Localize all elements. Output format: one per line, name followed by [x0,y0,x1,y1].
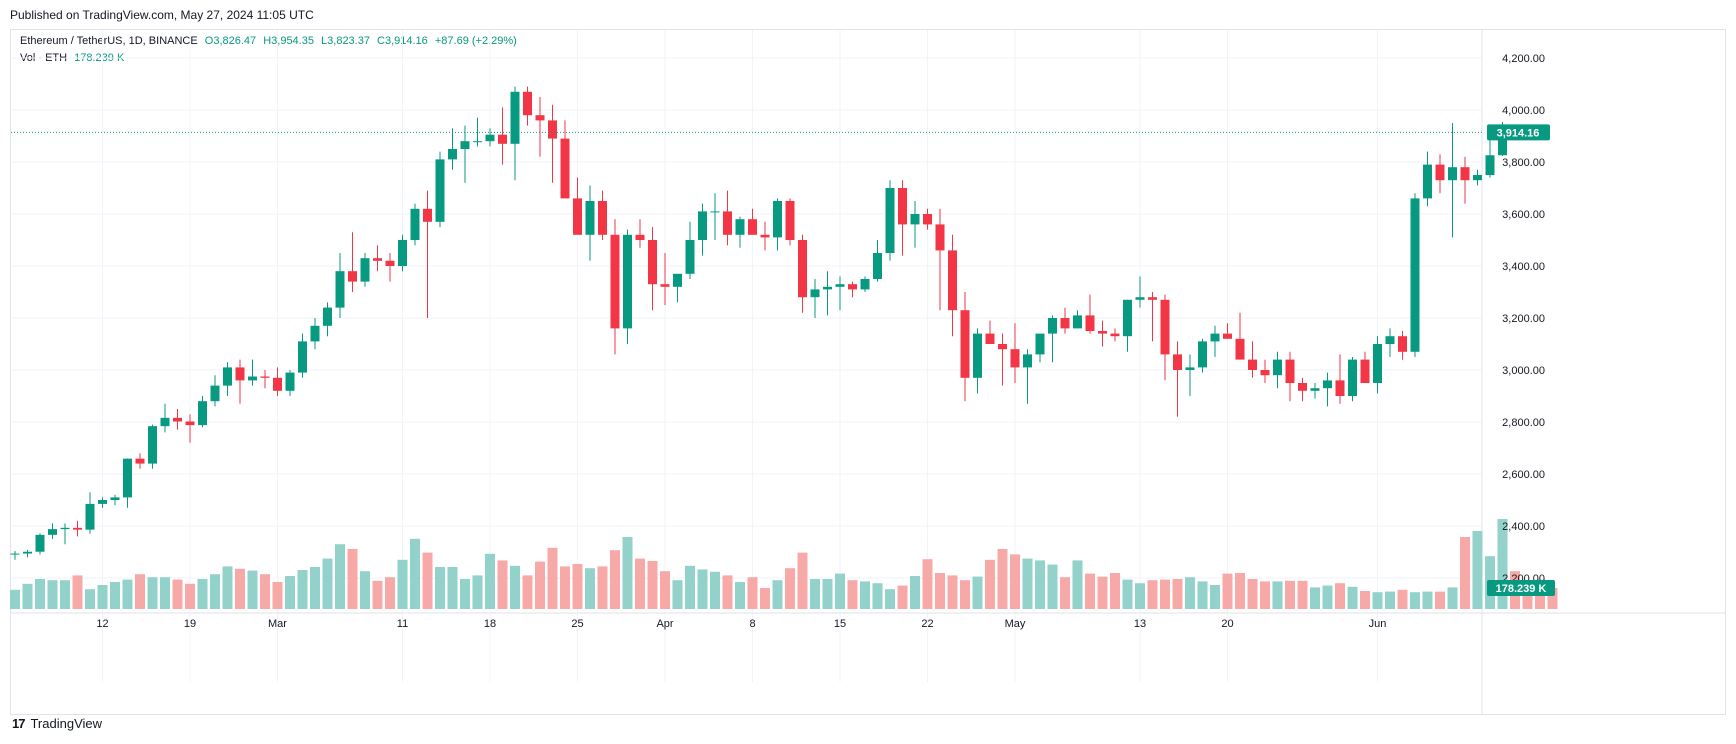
brand-name: TradingView [30,716,103,731]
legend-open: O3,826.47 [204,35,257,47]
tradingview-brand[interactable]: 17 TradingView [12,716,102,731]
legend-close: C3,914.16 [377,35,428,47]
legend-low: L3,823.37 [321,35,370,47]
legend-ohlc: Ethereum / TetherUS, 1D, BINANCE O3,826.… [20,35,521,47]
legend-volume: Vol · ETH 178.239 K [20,52,128,64]
legend-vol-value: 178.239 K [74,52,125,64]
legend-symbol[interactable]: Ethereum / TetherUS, 1D, BINANCE [20,35,198,47]
published-note: Published on TradingView.com, May 27, 20… [10,8,314,22]
tradingview-logo-icon: 17 [12,716,26,731]
legend-vol-label[interactable]: Vol · ETH [20,52,68,64]
chart-frame [10,29,1726,715]
legend-high: H3,954.35 [263,35,314,47]
legend-change: +87.69 (+2.29%) [434,35,517,47]
